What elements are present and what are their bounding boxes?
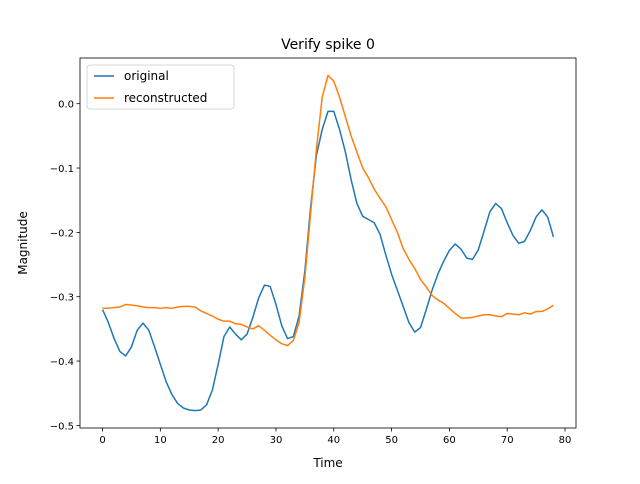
x-tick-label: 10 [154, 435, 167, 446]
data-line [101, 110, 555, 412]
y-tick-label: −0.1 [50, 164, 74, 175]
y-tick-label: 0.0 [58, 100, 74, 111]
y-tick-label: −0.5 [50, 421, 74, 432]
x-tick-label: 50 [385, 435, 398, 446]
plot-frame [79, 57, 577, 429]
chart-title: Verify spike 0 [281, 37, 375, 53]
x-tick-label: 40 [327, 435, 340, 446]
x-axis-label: Time [312, 456, 342, 470]
legend-label: original [124, 69, 169, 83]
x-tick-label: 70 [501, 435, 514, 446]
x-tick-label: 30 [270, 435, 283, 446]
legend-label: reconstructed [124, 91, 207, 105]
y-tick-label: −0.3 [50, 293, 74, 304]
y-tick-label: −0.4 [50, 357, 74, 368]
x-tick-label: 0 [99, 435, 105, 446]
x-tick-label: 60 [443, 435, 456, 446]
y-tick-label: −0.2 [50, 228, 74, 239]
x-tick-label: 20 [212, 435, 225, 446]
data-line [102, 74, 554, 347]
x-tick-label: 80 [559, 435, 572, 446]
y-axis-label: Magnitude [16, 211, 30, 275]
legend-box [86, 64, 235, 110]
